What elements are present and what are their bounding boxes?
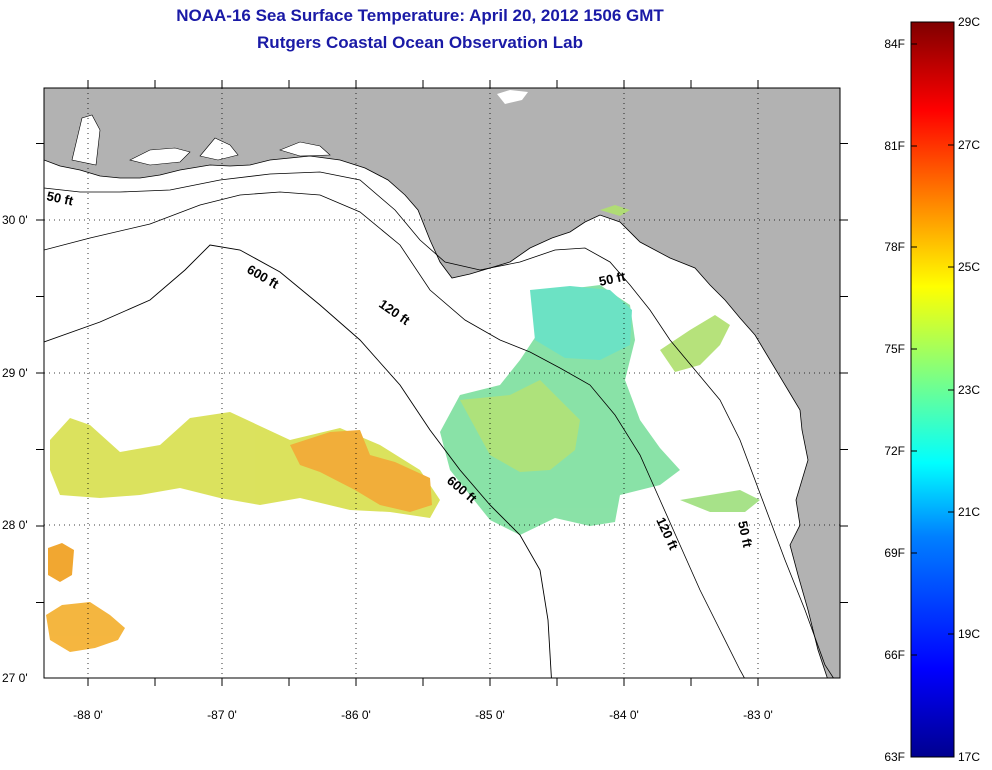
mobile-bay xyxy=(71,114,101,166)
colorbar-c-label: 21C xyxy=(958,505,980,519)
colorbar xyxy=(910,21,955,758)
contour-600ft xyxy=(44,244,552,678)
lat-label: 29 0' xyxy=(2,366,28,380)
lat-label: 30 0' xyxy=(2,213,28,227)
contour-120ft xyxy=(44,191,745,678)
sst-patch xyxy=(660,315,730,372)
inland-lake xyxy=(497,90,528,104)
colorbar-f-label: 72F xyxy=(884,444,905,458)
lon-label: -86 0' xyxy=(341,708,371,722)
lon-label: -85 0' xyxy=(475,708,505,722)
land-mass xyxy=(44,88,840,678)
colorbar-f-label: 75F xyxy=(884,342,905,356)
contour-label-50ft-ne: 50 ft xyxy=(598,269,628,289)
colorbar-f-label: 81F xyxy=(884,139,905,153)
colorbar-c-label: 25C xyxy=(958,260,980,274)
map-frame xyxy=(43,87,841,679)
sst-patch xyxy=(46,602,125,652)
lat-label: 27 0' xyxy=(2,671,28,685)
graticule xyxy=(44,88,840,678)
sst-patch xyxy=(530,286,632,360)
colorbar-c-label: 17C xyxy=(958,750,980,764)
axis-ticks xyxy=(36,80,848,686)
chart-title: NOAA-16 Sea Surface Temperature: April 2… xyxy=(176,6,664,25)
contour-label-50ft-se: 50 ft xyxy=(735,520,755,550)
colorbar-f-label: 66F xyxy=(884,648,905,662)
sst-patch xyxy=(290,430,432,512)
sst-patch xyxy=(48,543,74,582)
coastal-bay-west xyxy=(129,147,191,166)
coastal-bay-east xyxy=(279,141,331,157)
lon-label: -83 0' xyxy=(743,708,773,722)
colorbar-c-label: 27C xyxy=(958,138,980,152)
colorbar-f-label: 84F xyxy=(884,37,905,51)
sst-patch xyxy=(680,490,760,512)
contour-50ft-west xyxy=(44,171,834,678)
lon-label: -88 0' xyxy=(73,708,103,722)
colorbar-c-label: 23C xyxy=(958,383,980,397)
sst-patch xyxy=(600,205,630,216)
colorbar-c-label: 29C xyxy=(958,15,980,29)
lon-label: -87 0' xyxy=(207,708,237,722)
colorbar-f-label: 78F xyxy=(884,240,905,254)
colorbar-c-label: 19C xyxy=(958,627,980,641)
contour-label-50ft-nw: 50 ft xyxy=(45,188,75,208)
colorbar-f-label: 69F xyxy=(884,546,905,560)
lon-label: -84 0' xyxy=(609,708,639,722)
lat-label: 28 0' xyxy=(2,518,28,532)
colorbar-ticks xyxy=(911,21,954,656)
coastal-bay-mid xyxy=(199,137,239,161)
chart-subtitle: Rutgers Coastal Ocean Observation Lab xyxy=(257,33,583,52)
colorbar-f-label: 63F xyxy=(884,750,905,764)
